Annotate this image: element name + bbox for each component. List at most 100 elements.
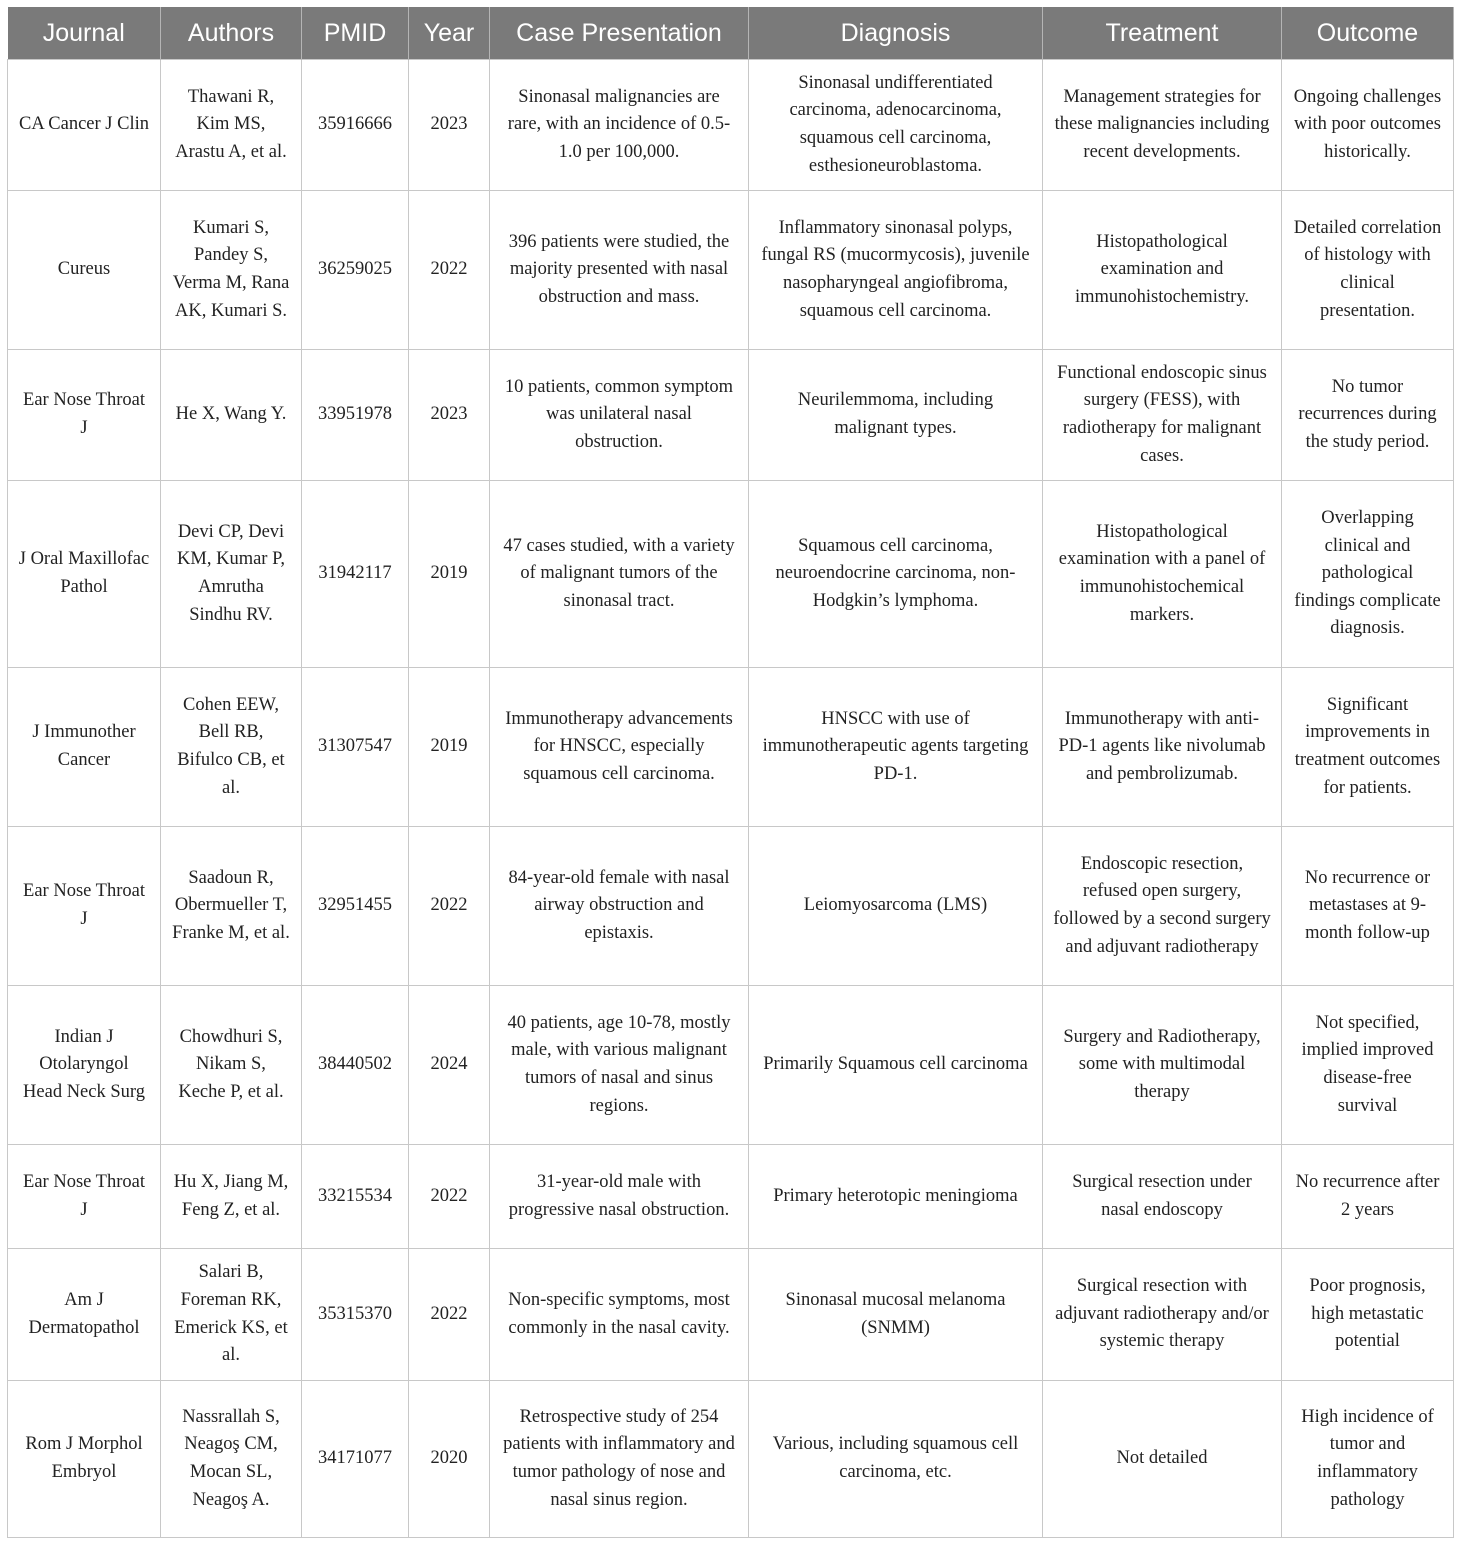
cell-diagnosis: HNSCC with use of immunotherapeutic agen… xyxy=(748,667,1043,827)
cell-pmid: 35315370 xyxy=(301,1248,409,1381)
cell-pmid: 35916666 xyxy=(301,59,409,191)
cell-authors: Hu X, Jiang M, Feng Z, et al. xyxy=(160,1144,302,1249)
cell-outcome: No tumor recurrences during the study pe… xyxy=(1281,349,1454,481)
cell-journal: Ear Nose Throat J xyxy=(7,349,161,481)
cell-pmid: 33215534 xyxy=(301,1144,409,1249)
cell-pmid: 31942117 xyxy=(301,480,409,668)
cell-diagnosis: Sinonasal undifferentiated carcinoma, ad… xyxy=(748,59,1043,191)
cell-case-presentation: 396 patients were studied, the majority … xyxy=(489,190,749,350)
cell-authors: He X, Wang Y. xyxy=(160,349,302,481)
cell-outcome: Ongoing challenges with poor outcomes hi… xyxy=(1281,59,1454,191)
cell-pmid: 38440502 xyxy=(301,985,409,1145)
cell-outcome: Significant improvements in treatment ou… xyxy=(1281,667,1454,827)
column-header-diagnosis: Diagnosis xyxy=(748,7,1043,60)
table-row: Cureus Kumari S, Pandey S, Verma M, Rana … xyxy=(7,190,1454,350)
cell-treatment: Surgical resection with adjuvant radioth… xyxy=(1042,1248,1282,1381)
cell-outcome: No recurrence or metastases at 9-month f… xyxy=(1281,826,1454,986)
column-header-case-presentation: Case Presentation xyxy=(489,7,749,60)
cell-case-presentation: 31-year-old male with progressive nasal … xyxy=(489,1144,749,1249)
cell-pmid: 31307547 xyxy=(301,667,409,827)
cell-year: 2022 xyxy=(408,1144,490,1249)
cell-authors: Kumari S, Pandey S, Verma M, Rana AK, Ku… xyxy=(160,190,302,350)
cell-outcome: Detailed correlation of histology with c… xyxy=(1281,190,1454,350)
cell-case-presentation: 47 cases studied, with a variety of mali… xyxy=(489,480,749,668)
cell-outcome: Overlapping clinical and pathological fi… xyxy=(1281,480,1454,668)
cell-year: 2022 xyxy=(408,826,490,986)
cell-pmid: 36259025 xyxy=(301,190,409,350)
cell-year: 2019 xyxy=(408,480,490,668)
column-header-treatment: Treatment xyxy=(1042,7,1282,60)
literature-table: Journal Authors PMID Year Case Presentation D… xyxy=(7,7,1454,1538)
table-row: J Immunother Cancer Cohen EEW, Bell RB, B… xyxy=(7,667,1454,827)
table-row: J Oral Maxillofac Pathol Devi CP, Devi KM… xyxy=(7,480,1454,668)
table-row: Ear Nose Throat J Saadoun R, Obermueller … xyxy=(7,826,1454,986)
cell-journal: J Immunother Cancer xyxy=(7,667,161,827)
table-row: CA Cancer J Clin Thawani R, Kim MS, Arast… xyxy=(7,59,1454,191)
cell-year: 2019 xyxy=(408,667,490,827)
cell-outcome: Poor prognosis, high metastatic potentia… xyxy=(1281,1248,1454,1381)
cell-treatment: Immunotherapy with anti-PD-1 agents like… xyxy=(1042,667,1282,827)
cell-case-presentation: Non-specific symptoms, most commonly in … xyxy=(489,1248,749,1381)
cell-authors: Thawani R, Kim MS, Arastu A, et al. xyxy=(160,59,302,191)
cell-outcome: No recurrence after 2 years xyxy=(1281,1144,1454,1249)
cell-treatment: Surgery and Radiotherapy, some with mult… xyxy=(1042,985,1282,1145)
cell-treatment: Endoscopic resection, refused open surge… xyxy=(1042,826,1282,986)
table-row: Rom J Morphol Embryol Nassrallah S, Neago… xyxy=(7,1380,1454,1538)
cell-journal: Indian J Otolaryngol Head Neck Surg xyxy=(7,985,161,1145)
header-row: Journal Authors PMID Year Case Presentation D… xyxy=(7,7,1454,60)
table-row: Am J Dermatopathol Salari B, Foreman RK, … xyxy=(7,1248,1454,1381)
column-header-outcome: Outcome xyxy=(1281,7,1454,60)
cell-outcome: High incidence of tumor and inflammatory… xyxy=(1281,1380,1454,1538)
cell-treatment: Surgical resection under nasal endoscopy xyxy=(1042,1144,1282,1249)
cell-journal: Ear Nose Throat J xyxy=(7,826,161,986)
column-header-year: Year xyxy=(408,7,490,60)
cell-authors: Saadoun R, Obermueller T, Franke M, et a… xyxy=(160,826,302,986)
cell-year: 2020 xyxy=(408,1380,490,1538)
cell-outcome: Not specified, implied improved disease-… xyxy=(1281,985,1454,1145)
cell-treatment: Histopathological examination with a pan… xyxy=(1042,480,1282,668)
cell-pmid: 34171077 xyxy=(301,1380,409,1538)
cell-diagnosis: Sinonasal mucosal melanoma (SNMM) xyxy=(748,1248,1043,1381)
cell-diagnosis: Inflammatory sinonasal polyps, fungal RS… xyxy=(748,190,1043,350)
cell-journal: CA Cancer J Clin xyxy=(7,59,161,191)
cell-case-presentation: Sinonasal malignancies are rare, with an… xyxy=(489,59,749,191)
cell-case-presentation: Immunotherapy advancements for HNSCC, es… xyxy=(489,667,749,827)
cell-year: 2022 xyxy=(408,1248,490,1381)
cell-pmid: 32951455 xyxy=(301,826,409,986)
cell-authors: Chowdhuri S, Nikam S, Keche P, et al. xyxy=(160,985,302,1145)
cell-diagnosis: Neurilemmoma, including malignant types. xyxy=(748,349,1043,481)
cell-journal: Rom J Morphol Embryol xyxy=(7,1380,161,1538)
column-header-authors: Authors xyxy=(160,7,302,60)
cell-year: 2023 xyxy=(408,59,490,191)
cell-case-presentation: 10 patients, common symptom was unilater… xyxy=(489,349,749,481)
cell-journal: Ear Nose Throat J xyxy=(7,1144,161,1249)
cell-journal: Am J Dermatopathol xyxy=(7,1248,161,1381)
cell-authors: Devi CP, Devi KM, Kumar P, Amrutha Sindh… xyxy=(160,480,302,668)
cell-diagnosis: Squamous cell carcinoma, neuroendocrine … xyxy=(748,480,1043,668)
cell-case-presentation: Retrospective study of 254 patients with… xyxy=(489,1380,749,1538)
cell-treatment: Histopathological examination and immuno… xyxy=(1042,190,1282,350)
cell-diagnosis: Various, including squamous cell carcino… xyxy=(748,1380,1043,1538)
cell-treatment: Management strategies for these malignan… xyxy=(1042,59,1282,191)
cell-year: 2022 xyxy=(408,190,490,350)
cell-year: 2024 xyxy=(408,985,490,1145)
cell-diagnosis: Leiomyosarcoma (LMS) xyxy=(748,826,1043,986)
column-header-journal: Journal xyxy=(7,7,161,60)
cell-treatment: Functional endoscopic sinus surgery (FES… xyxy=(1042,349,1282,481)
column-header-pmid: PMID xyxy=(301,7,409,60)
table-row: Ear Nose Throat J He X, Wang Y. 33951978 20… xyxy=(7,349,1454,481)
cell-authors: Salari B, Foreman RK, Emerick KS, et al. xyxy=(160,1248,302,1381)
cell-journal: Cureus xyxy=(7,190,161,350)
cell-treatment: Not detailed xyxy=(1042,1380,1282,1538)
cell-case-presentation: 84-year-old female with nasal airway obs… xyxy=(489,826,749,986)
cell-case-presentation: 40 patients, age 10-78, mostly male, wit… xyxy=(489,985,749,1145)
cell-authors: Nassrallah S, Neagoş CM, Mocan SL, Neago… xyxy=(160,1380,302,1538)
table-row: Ear Nose Throat J Hu X, Jiang M, Feng Z, … xyxy=(7,1144,1454,1249)
cell-authors: Cohen EEW, Bell RB, Bifulco CB, et al. xyxy=(160,667,302,827)
cell-diagnosis: Primarily Squamous cell carcinoma xyxy=(748,985,1043,1145)
cell-pmid: 33951978 xyxy=(301,349,409,481)
cell-diagnosis: Primary heterotopic meningioma xyxy=(748,1144,1043,1249)
table-row: Indian J Otolaryngol Head Neck Surg Chowd… xyxy=(7,985,1454,1145)
cell-year: 2023 xyxy=(408,349,490,481)
cell-journal: J Oral Maxillofac Pathol xyxy=(7,480,161,668)
